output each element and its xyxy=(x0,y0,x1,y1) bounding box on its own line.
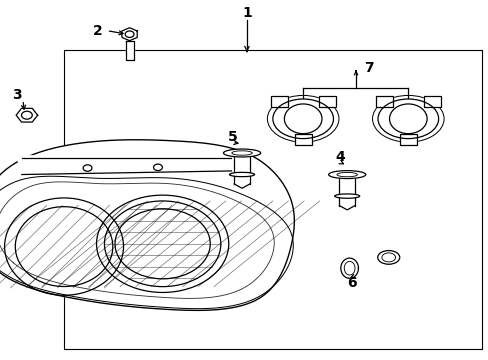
Text: 7: 7 xyxy=(364,62,373,75)
Bar xyxy=(270,96,287,107)
Ellipse shape xyxy=(229,172,254,177)
Bar xyxy=(270,96,287,107)
Ellipse shape xyxy=(377,251,399,264)
Bar xyxy=(423,96,440,107)
Bar xyxy=(318,96,335,107)
Polygon shape xyxy=(339,179,354,206)
Polygon shape xyxy=(17,156,236,175)
Polygon shape xyxy=(0,140,294,310)
Bar xyxy=(294,134,311,145)
Polygon shape xyxy=(125,41,133,60)
Polygon shape xyxy=(16,108,38,122)
Polygon shape xyxy=(234,157,249,184)
Text: 5: 5 xyxy=(227,130,237,144)
Ellipse shape xyxy=(366,92,448,145)
Bar xyxy=(399,134,416,145)
Bar xyxy=(399,134,416,145)
Bar xyxy=(294,134,311,145)
Bar xyxy=(318,96,335,107)
Polygon shape xyxy=(122,28,137,41)
Ellipse shape xyxy=(334,194,359,198)
Text: 2: 2 xyxy=(93,24,102,37)
Text: 1: 1 xyxy=(242,6,251,19)
Text: 3: 3 xyxy=(12,89,22,102)
Bar xyxy=(423,96,440,107)
Text: 4: 4 xyxy=(334,150,344,163)
Ellipse shape xyxy=(262,92,344,145)
Bar xyxy=(375,96,392,107)
Polygon shape xyxy=(340,258,358,278)
Text: 6: 6 xyxy=(346,276,356,289)
Ellipse shape xyxy=(328,171,365,179)
Bar xyxy=(63,50,481,349)
Bar xyxy=(375,96,392,107)
Ellipse shape xyxy=(223,149,260,157)
